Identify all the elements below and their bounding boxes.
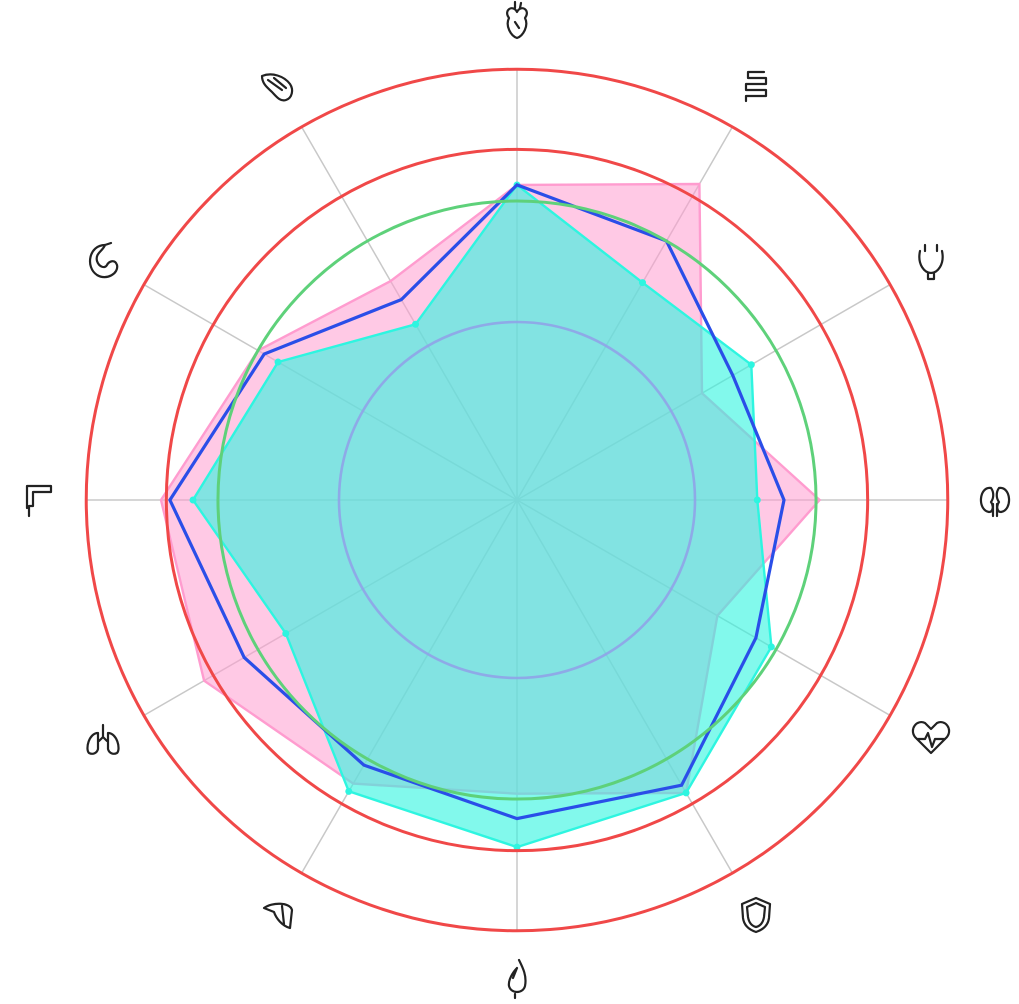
series-2-point <box>767 643 775 651</box>
liver-icon <box>262 902 294 930</box>
colon-icon-shape <box>25 484 53 518</box>
intestines-icon <box>744 70 768 103</box>
pancreas-icon <box>260 73 294 102</box>
series-2-point <box>274 358 282 366</box>
reference-ring <box>164 147 870 853</box>
shield-icon-shape <box>740 896 772 934</box>
series-2-point <box>189 496 197 504</box>
series-2-point <box>412 320 420 328</box>
colon-icon <box>25 484 53 518</box>
series-2-point <box>638 279 646 287</box>
series-2-point <box>513 843 521 851</box>
reference-ring <box>337 320 697 680</box>
icon-layer <box>25 0 1011 1000</box>
ring-layer <box>84 67 950 933</box>
stomach-icon-shape <box>88 241 119 279</box>
liver-icon-shape <box>262 902 294 930</box>
series-2-point <box>282 630 290 637</box>
stomach-icon <box>88 241 119 279</box>
series-layer <box>159 181 822 851</box>
reference-ring <box>84 67 950 933</box>
kidneys-icon <box>979 486 1011 518</box>
heart-organ-icon-shape <box>506 0 528 40</box>
lungs-icon-shape <box>86 723 120 755</box>
intestines-icon-shape <box>744 70 768 103</box>
series-3-polygon <box>168 183 786 821</box>
reference-ring <box>216 199 818 801</box>
series-2-point <box>747 361 755 369</box>
shield-icon <box>740 896 772 934</box>
pancreas-icon-shape <box>260 73 294 102</box>
series-2-point <box>345 787 353 795</box>
gallbladder-icon <box>507 958 527 1000</box>
heart-rate-icon <box>911 721 951 755</box>
heart-organ-icon <box>506 0 528 40</box>
kidneys-icon-shape <box>979 486 1011 518</box>
bladder-icon <box>918 243 944 281</box>
heart-rate-icon-shape <box>911 721 951 755</box>
series-2-point <box>682 789 690 797</box>
gallbladder-icon-shape <box>507 958 527 1000</box>
series-2-point <box>753 496 761 504</box>
bladder-icon-shape <box>918 243 944 281</box>
lungs-icon <box>86 723 120 755</box>
